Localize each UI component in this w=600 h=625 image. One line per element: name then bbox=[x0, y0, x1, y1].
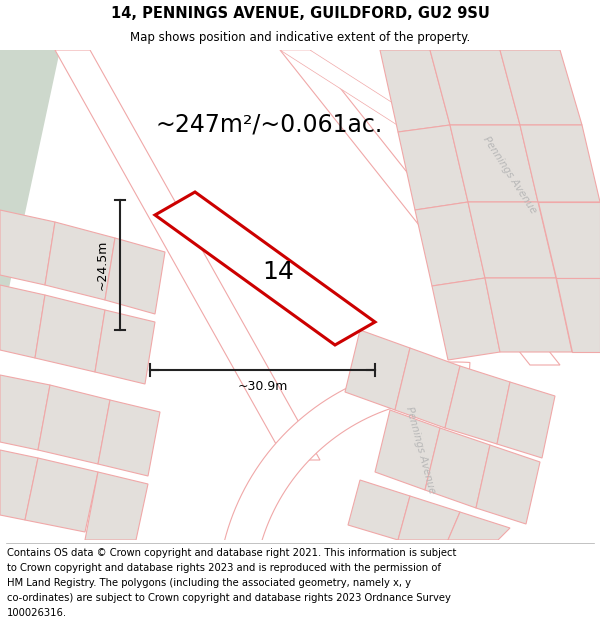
Polygon shape bbox=[0, 285, 45, 358]
Polygon shape bbox=[497, 382, 555, 458]
Polygon shape bbox=[85, 472, 148, 540]
Text: co-ordinates) are subject to Crown copyright and database rights 2023 Ordnance S: co-ordinates) are subject to Crown copyr… bbox=[7, 593, 451, 603]
Polygon shape bbox=[0, 50, 60, 330]
Text: ~30.9m: ~30.9m bbox=[238, 379, 287, 392]
Polygon shape bbox=[0, 450, 38, 520]
Polygon shape bbox=[95, 310, 155, 384]
Polygon shape bbox=[25, 458, 98, 532]
Polygon shape bbox=[280, 50, 560, 210]
Polygon shape bbox=[0, 210, 55, 285]
Text: Pennings Avenue: Pennings Avenue bbox=[481, 134, 539, 216]
Polygon shape bbox=[448, 512, 510, 540]
Polygon shape bbox=[445, 366, 510, 444]
Polygon shape bbox=[35, 295, 105, 372]
Polygon shape bbox=[425, 428, 490, 508]
Polygon shape bbox=[430, 50, 520, 125]
Polygon shape bbox=[520, 125, 600, 202]
Polygon shape bbox=[345, 330, 410, 410]
Polygon shape bbox=[375, 410, 440, 490]
Polygon shape bbox=[105, 238, 165, 314]
Polygon shape bbox=[485, 278, 572, 352]
Polygon shape bbox=[500, 50, 582, 125]
Text: Contains OS data © Crown copyright and database right 2021. This information is : Contains OS data © Crown copyright and d… bbox=[7, 549, 457, 559]
Polygon shape bbox=[280, 50, 560, 365]
Text: 14: 14 bbox=[262, 260, 294, 284]
Text: HM Land Registry. The polygons (including the associated geometry, namely x, y: HM Land Registry. The polygons (includin… bbox=[7, 578, 411, 588]
Polygon shape bbox=[348, 480, 410, 540]
Polygon shape bbox=[432, 278, 500, 360]
Text: ~24.5m: ~24.5m bbox=[95, 240, 109, 290]
Polygon shape bbox=[380, 50, 450, 132]
Polygon shape bbox=[538, 202, 600, 278]
Text: ~247m²/~0.061ac.: ~247m²/~0.061ac. bbox=[155, 113, 382, 137]
Polygon shape bbox=[155, 192, 375, 345]
Text: to Crown copyright and database rights 2023 and is reproduced with the permissio: to Crown copyright and database rights 2… bbox=[7, 563, 441, 573]
Polygon shape bbox=[450, 125, 538, 202]
Text: Map shows position and indicative extent of the property.: Map shows position and indicative extent… bbox=[130, 31, 470, 44]
Polygon shape bbox=[476, 445, 540, 524]
Polygon shape bbox=[0, 375, 50, 450]
Polygon shape bbox=[398, 496, 460, 540]
Polygon shape bbox=[55, 50, 320, 460]
Text: 14, PENNINGS AVENUE, GUILDFORD, GU2 9SU: 14, PENNINGS AVENUE, GUILDFORD, GU2 9SU bbox=[110, 6, 490, 21]
Text: Pennings Avenue: Pennings Avenue bbox=[404, 405, 436, 495]
Polygon shape bbox=[45, 222, 115, 300]
Polygon shape bbox=[38, 385, 110, 464]
Text: 100026316.: 100026316. bbox=[7, 608, 67, 618]
Polygon shape bbox=[415, 202, 485, 286]
Polygon shape bbox=[468, 202, 556, 278]
Polygon shape bbox=[398, 125, 468, 210]
Polygon shape bbox=[556, 278, 600, 352]
Polygon shape bbox=[220, 362, 470, 568]
Polygon shape bbox=[98, 400, 160, 476]
Polygon shape bbox=[395, 348, 460, 428]
